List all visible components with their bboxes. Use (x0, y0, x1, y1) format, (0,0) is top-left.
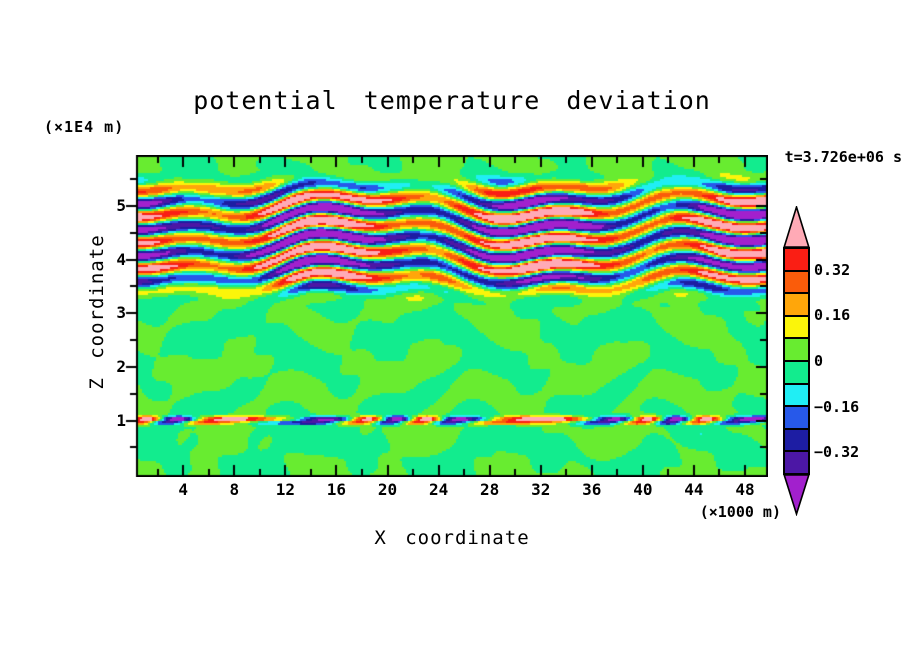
colorbar-tick-label: 0.16 (814, 306, 851, 325)
colorbar-segment-yellow (785, 314, 808, 338)
colorbar-segment-chartreuse (785, 337, 808, 360)
x-tick-label: 48 (735, 480, 755, 499)
colorbar (783, 247, 810, 475)
x-tick-label: 24 (428, 480, 449, 499)
x-tick-label: 20 (377, 480, 398, 499)
x-tick-label: 8 (229, 480, 240, 499)
x-tick-label: 12 (275, 480, 295, 499)
z-tick-label: 4 (116, 249, 126, 269)
x-tick-label: 32 (531, 480, 551, 499)
x-tick-label: 16 (326, 480, 347, 499)
colorbar-tick-label: −0.16 (814, 397, 860, 416)
colorbar-arrow-bottom (783, 474, 810, 516)
colorbar-segment-indigo (785, 450, 808, 473)
figure-title: potential temperature deviation (193, 86, 711, 115)
z-tick-label: 2 (116, 356, 126, 376)
colorbar-segment-navy (785, 427, 808, 451)
colorbar-arrow-top (783, 206, 810, 248)
z-tick-label: 5 (116, 195, 126, 215)
colorbar-segment-red (785, 249, 808, 270)
z-axis-unit-label: (×1E4 m) (44, 118, 125, 136)
colorbar-segment-cyan (785, 382, 808, 406)
x-axis-unit-label: (×1000 m) (699, 503, 781, 521)
x-tick-label: 28 (480, 480, 500, 499)
x-tick-label: 36 (582, 480, 602, 499)
x-tick-label: 4 (178, 480, 189, 499)
colorbar-tick-label: 0.32 (814, 260, 851, 279)
colorbar-segment-orange-red (785, 269, 808, 293)
colorbar-segment-spring-green (785, 359, 808, 383)
z-tick-label: 1 (116, 410, 126, 430)
contour-plot-canvas (122, 155, 768, 477)
colorbar-tick-label: 0 (814, 352, 824, 370)
colorbar-tick-label: −0.32 (814, 443, 860, 462)
colorbar-segment-blue (785, 405, 808, 428)
x-tick-label: 44 (684, 480, 704, 499)
colorbar-segment-orange (785, 292, 808, 315)
time-annotation: t=3.726e+06 s (784, 148, 902, 166)
x-tick-label: 40 (633, 480, 653, 499)
x-axis-title: X coordinate (374, 527, 530, 549)
z-tick-label: 3 (116, 303, 126, 323)
